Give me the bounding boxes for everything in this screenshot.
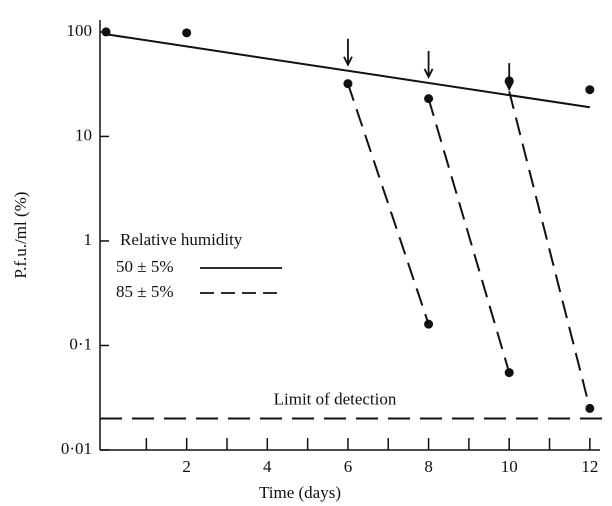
x-tick-label: 2 xyxy=(182,457,191,476)
y-tick-label: 10 xyxy=(75,125,92,144)
y-tick-label: 0·01 xyxy=(61,439,92,458)
legend-title: Relative humidity xyxy=(120,230,243,249)
arrow xyxy=(423,50,434,79)
arrow-shape xyxy=(343,38,353,67)
arrow-shape xyxy=(504,63,515,92)
x-tick-label: 12 xyxy=(581,457,598,476)
y-tick-label: 100 xyxy=(67,21,93,40)
data-point xyxy=(101,27,111,37)
detection-limit-label: Limit of detection xyxy=(274,389,397,408)
data-point xyxy=(343,79,353,89)
x-tick-label: 8 xyxy=(424,457,433,476)
data-point xyxy=(585,403,595,413)
y-axis-label: P.f.u./ml (%) xyxy=(11,192,30,279)
legend-label: 50 ± 5% xyxy=(116,257,174,276)
data-point xyxy=(424,94,434,104)
data-point xyxy=(504,368,514,378)
x-axis-label: Time (days) xyxy=(259,483,341,502)
series-line xyxy=(346,83,591,409)
data-point xyxy=(585,85,595,95)
x-tick-label: 4 xyxy=(263,457,272,476)
legend-label: 85 ± 5% xyxy=(116,282,174,301)
y-tick-label: 0·1 xyxy=(69,334,92,353)
y-tick-label: 1 xyxy=(84,230,93,249)
arrow xyxy=(504,63,515,92)
data-point xyxy=(182,28,192,38)
arrow-shape xyxy=(423,50,434,79)
x-tick-label: 10 xyxy=(501,457,518,476)
data-point xyxy=(424,319,434,329)
x-tick-label: 6 xyxy=(344,457,353,476)
arrow xyxy=(343,38,353,67)
